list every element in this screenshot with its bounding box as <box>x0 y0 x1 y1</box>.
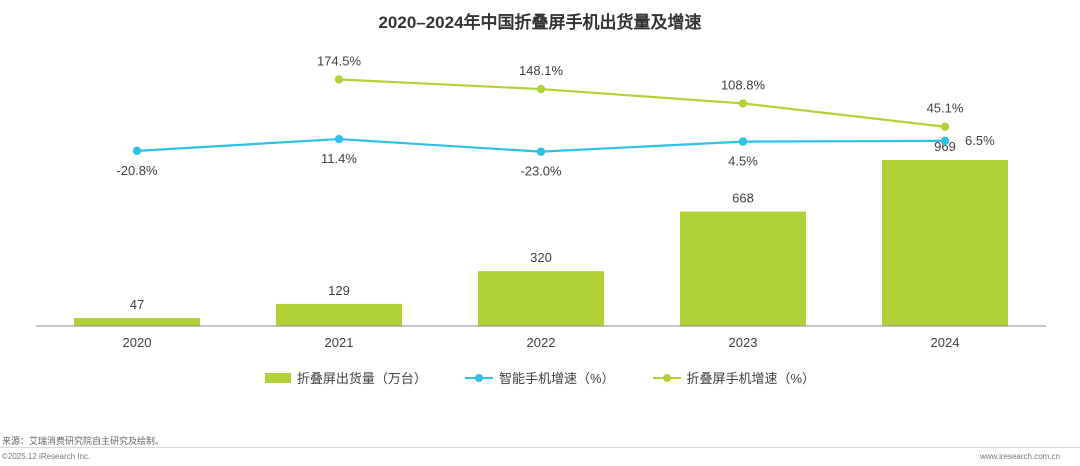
bar-label-2022: 320 <box>530 250 552 265</box>
line-foldable-growth <box>338 78 946 128</box>
point-foldable-growth-2022 <box>536 84 546 94</box>
chart: 47 129 320 668 969 2020 2021 2022 2023 2024 174.5%… <box>36 53 1046 350</box>
point-smartphone-growth-2022 <box>536 147 546 156</box>
bar-label-2021: 129 <box>328 283 350 298</box>
legend-swatch-line-green <box>652 373 681 383</box>
bar-2023 <box>680 211 806 326</box>
point-smartphone-growth-2021 <box>334 134 344 144</box>
label-foldable-growth-2023: 108.8% <box>721 77 766 92</box>
x-tick-label-2021: 2021 <box>325 335 354 350</box>
label-smartphone-growth-2024: 6.5% <box>965 133 995 148</box>
point-smartphone-growth-2023 <box>738 137 748 146</box>
label-smartphone-growth-2022: -23.0% <box>520 164 562 179</box>
label-smartphone-growth-2023: 4.5% <box>728 154 758 169</box>
point-smartphone-growth-2024 <box>940 136 950 146</box>
label-foldable-growth-2024: 45.1% <box>927 101 964 116</box>
legend-label-shipments: 折叠屏出货量（万台） <box>296 371 427 386</box>
legend-swatch-line-blue <box>464 373 493 383</box>
bar-2022 <box>478 271 604 326</box>
x-tick-label-2020: 2020 <box>123 335 152 350</box>
label-smartphone-growth-2020: -20.8% <box>116 163 158 178</box>
bar-2021 <box>276 303 402 326</box>
legend-item-foldable-growth[interactable]: 折叠屏手机增速（%） <box>652 368 816 387</box>
point-foldable-growth-2024 <box>940 122 950 131</box>
bar-label-2023: 668 <box>732 191 754 206</box>
legend-label-foldable-growth: 折叠屏手机增速（%） <box>686 371 816 386</box>
bar-label-2024: 969 <box>934 139 956 154</box>
bar-label-2020: 47 <box>130 297 144 312</box>
legend: 折叠屏出货量（万台） 智能手机增速（%） 折叠屏手机增速（%） <box>0 368 1080 387</box>
website-link[interactable]: www.iresearch.com.cn <box>979 452 1060 461</box>
label-foldable-growth-2021: 174.5% <box>317 53 362 68</box>
point-foldable-growth-2023 <box>738 99 748 108</box>
chart-title: 2020–2024年中国折叠屏手机出货量及增速 <box>378 13 702 32</box>
point-foldable-growth-2021 <box>334 75 344 84</box>
x-tick-label-2024: 2024 <box>931 335 960 350</box>
footer-divider <box>0 447 1080 448</box>
legend-label-smartphone-growth: 智能手机增速（%） <box>498 371 615 386</box>
bar-2020 <box>74 317 200 326</box>
bar-2024 <box>882 160 1008 326</box>
label-foldable-growth-2022: 148.1% <box>519 63 564 78</box>
point-smartphone-growth-2020 <box>132 146 142 156</box>
legend-swatch-bar <box>264 372 291 383</box>
x-tick-label-2022: 2022 <box>527 335 556 350</box>
source-note: 来源：艾瑞消费研究院自主研究及绘制。 <box>2 436 165 446</box>
copyright: ©2025.12 iResearch Inc. <box>2 452 91 461</box>
x-tick-label-2023: 2023 <box>729 335 758 350</box>
legend-item-shipments[interactable]: 折叠屏出货量（万台） <box>264 368 427 387</box>
label-smartphone-growth-2021: 11.4% <box>321 151 357 166</box>
legend-item-smartphone-growth[interactable]: 智能手机增速（%） <box>464 368 615 387</box>
